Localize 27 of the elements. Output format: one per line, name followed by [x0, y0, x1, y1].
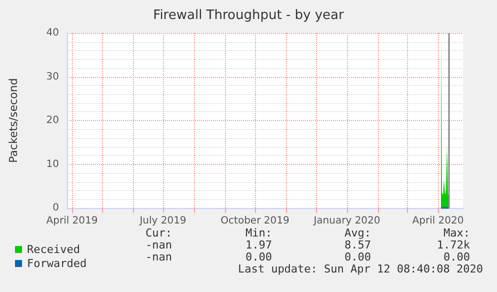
y-tick-label: 20	[46, 115, 59, 126]
x-tick-label: July 2019	[138, 216, 186, 226]
x-tick-label: January 2020	[312, 216, 380, 226]
text: 1.72k	[436, 238, 470, 252]
text: Cur:	[146, 226, 172, 240]
y-tick-label: 10	[46, 158, 59, 170]
text: 1.97	[246, 238, 272, 252]
y-axis-title: Packets/second	[7, 78, 20, 163]
text: Last update: Sun Apr 12 08:40:08 2020	[238, 262, 483, 276]
text: Max:	[444, 226, 470, 240]
text: -nan	[146, 250, 172, 264]
x-tick-label: October 2019	[220, 216, 290, 226]
x-tick-label: April 2019	[46, 216, 98, 226]
text: 0.00	[344, 250, 371, 264]
y-tick-label: 30	[46, 71, 59, 82]
text: 8.57	[344, 238, 371, 252]
chart-title: Firewall Throughput - by year	[153, 8, 345, 23]
text: 0.00	[444, 250, 470, 264]
y-tick-label: 40	[46, 28, 59, 38]
text: Min:	[246, 226, 272, 240]
text: 0.00	[246, 250, 272, 264]
x-tick-label: April 2020	[412, 216, 464, 226]
y-tick-label: 0	[52, 202, 59, 214]
legend-label: Received	[27, 243, 80, 256]
text: Avg:	[344, 226, 371, 240]
text: -nan	[146, 238, 172, 252]
legend-label: Forwarded	[27, 257, 87, 270]
